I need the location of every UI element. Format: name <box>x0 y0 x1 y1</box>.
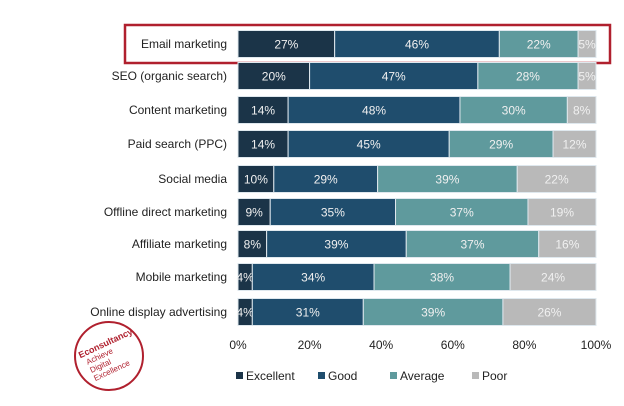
category-label: Social media <box>158 172 227 186</box>
legend-swatch-excellent <box>236 372 243 379</box>
bar-segment-poor <box>552 130 597 158</box>
data-label: 47% <box>382 70 406 84</box>
legend-label: Good <box>328 369 357 383</box>
data-label: 35% <box>321 206 345 220</box>
category-label: Email marketing <box>141 37 227 51</box>
data-label: 39% <box>324 238 348 252</box>
data-label: 4% <box>236 306 254 320</box>
data-label: 22% <box>527 38 551 52</box>
category-label: Online display advertising <box>90 305 227 319</box>
data-label: 29% <box>489 138 513 152</box>
data-label: 8% <box>573 104 591 118</box>
data-label: 26% <box>537 306 561 320</box>
data-label: 22% <box>545 173 569 187</box>
bar-segment-average <box>395 198 529 226</box>
econsultancy-logo <box>74 321 144 391</box>
data-label: 20% <box>262 70 286 84</box>
bar-segment-poor <box>502 298 597 326</box>
x-tick-label: 100% <box>581 338 612 352</box>
bar-segment-good <box>266 230 407 258</box>
category-label: Offline direct marketing <box>104 205 227 219</box>
data-label: 39% <box>421 306 445 320</box>
bar-segment-poor <box>566 96 597 124</box>
bar-segment-excellent <box>237 165 275 193</box>
bar-segment-average <box>362 298 504 326</box>
bar-segment-excellent <box>237 230 268 258</box>
bar-segment-good <box>287 96 461 124</box>
x-tick-label: 80% <box>512 338 536 352</box>
legend-swatch-good <box>318 372 325 379</box>
data-label: 14% <box>251 104 275 118</box>
bar-segment-average <box>448 130 554 158</box>
bar-segment-good <box>273 165 379 193</box>
bar-segment-poor <box>538 230 597 258</box>
x-tick-label: 60% <box>441 338 465 352</box>
data-label: 29% <box>314 173 338 187</box>
data-label: 5% <box>578 70 596 84</box>
bar-segment-excellent <box>237 96 289 124</box>
data-label: 8% <box>244 238 262 252</box>
bar-segment-good <box>269 198 397 226</box>
data-label: 14% <box>251 138 275 152</box>
bar-segment-average <box>377 165 518 193</box>
bar-segment-poor <box>577 30 597 58</box>
category-label: Content marketing <box>129 103 227 117</box>
data-label: 24% <box>541 271 565 285</box>
bar-segment-average <box>373 263 511 291</box>
data-label: 45% <box>357 138 381 152</box>
bar-segment-excellent <box>237 30 336 58</box>
data-label: 48% <box>362 104 386 118</box>
x-tick-label: 20% <box>298 338 322 352</box>
data-label: 9% <box>245 206 263 220</box>
bar-segment-average <box>477 62 579 90</box>
data-label: 46% <box>405 38 429 52</box>
category-label: Affiliate marketing <box>132 237 227 251</box>
bar-segment-good <box>309 62 479 90</box>
bar-segment-poor <box>509 263 597 291</box>
bar-segment-good <box>251 263 375 291</box>
data-label: 19% <box>550 206 574 220</box>
legend-label: Average <box>400 369 445 383</box>
bar-segment-excellent <box>237 62 311 90</box>
legend-label: Poor <box>482 369 507 383</box>
bar-segment-excellent <box>237 130 289 158</box>
bar-segment-poor <box>527 198 597 226</box>
legend-swatch-average <box>390 372 397 379</box>
bar-segment-poor <box>577 62 597 90</box>
data-label: 34% <box>301 271 325 285</box>
bar-segment-average <box>405 230 540 258</box>
x-tick-label: 0% <box>229 338 247 352</box>
bar-segment-average <box>459 96 568 124</box>
legend-swatch-poor <box>472 372 479 379</box>
category-label: Mobile marketing <box>136 270 227 284</box>
data-label: 5% <box>578 38 596 52</box>
data-label: 12% <box>563 138 587 152</box>
data-label: 28% <box>516 70 540 84</box>
data-label: 37% <box>450 206 474 220</box>
data-label: 10% <box>244 173 268 187</box>
data-label: 30% <box>502 104 526 118</box>
data-label: 4% <box>236 271 254 285</box>
data-label: 39% <box>435 173 459 187</box>
data-label: 16% <box>555 238 579 252</box>
bar-segment-poor <box>516 165 597 193</box>
data-label: 31% <box>296 306 320 320</box>
category-label: Paid search (PPC) <box>128 137 227 151</box>
data-label: 37% <box>460 238 484 252</box>
x-tick-label: 40% <box>369 338 393 352</box>
data-label: 38% <box>430 271 454 285</box>
bar-segment-good <box>287 130 450 158</box>
category-label: SEO (organic search) <box>112 69 227 83</box>
data-label: 27% <box>274 38 298 52</box>
bar-segment-good <box>334 30 500 58</box>
legend-label: Excellent <box>246 369 295 383</box>
